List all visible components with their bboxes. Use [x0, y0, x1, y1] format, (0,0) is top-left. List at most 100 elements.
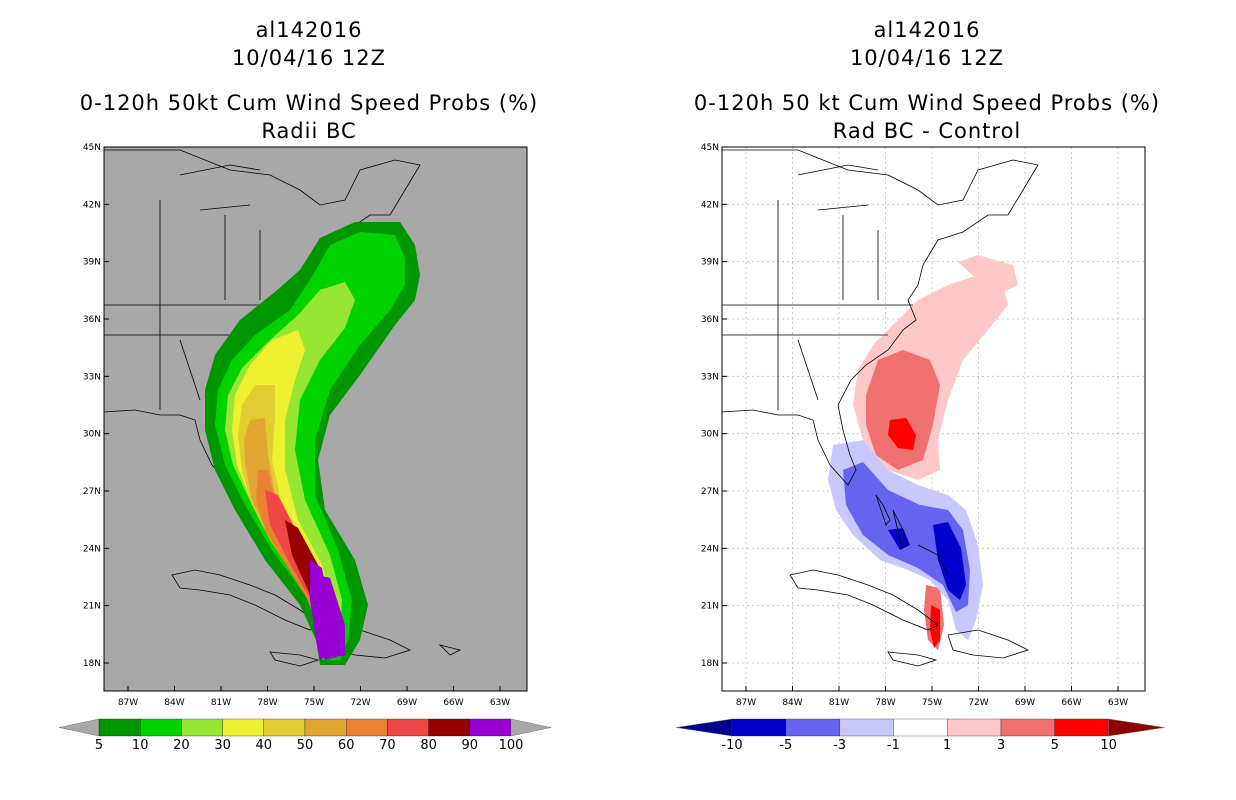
colorbar-label: -1	[887, 738, 900, 753]
lon-label: 84W	[782, 698, 802, 708]
lon-label: 87W	[118, 698, 138, 708]
lat-label: 27N	[83, 487, 101, 497]
lon-label: 63W	[490, 698, 510, 708]
colorbar-label: 10	[1100, 738, 1117, 753]
colorbar-swatch	[222, 718, 264, 737]
probability-difference-contours	[828, 255, 1018, 650]
colorbar-label: 3	[997, 738, 1005, 753]
left-colorbar: 5 10 20 30 40 50 60 70 80 90 100	[58, 718, 552, 753]
lon-label: 72W	[968, 698, 988, 708]
axis-ticks: 45N 42N 39N 36N 33N 30N 27N 24N 21N 18N 87W 84W 81W 7…	[83, 143, 510, 708]
lon-label: 78W	[257, 698, 277, 708]
lon-label: 66W	[1061, 698, 1081, 708]
colorbar-label: 50	[297, 738, 314, 753]
map-title: 0-120h 50kt Cum Wind Speed Probs (%)	[79, 91, 539, 115]
coastline-outlines	[722, 149, 1039, 667]
right-map-panel: al142016 10/04/16 12Z 0-120h 50 kt Cum W…	[618, 0, 1236, 800]
lat-label: 30N	[83, 430, 101, 440]
lat-label: 45N	[701, 143, 719, 153]
colorbar-swatch	[893, 718, 948, 737]
lat-label: 36N	[83, 315, 101, 325]
colorbar-swatch	[785, 718, 840, 737]
colorbar-swatch	[1000, 718, 1055, 737]
lat-label: 42N	[83, 200, 101, 210]
contour-100	[318, 575, 345, 660]
wind-probability-contours	[205, 222, 420, 665]
colorbar-label: 20	[173, 738, 190, 753]
lat-label: 33N	[83, 372, 101, 382]
lat-label: 36N	[701, 315, 719, 325]
left-map-svg: 45N 42N 39N 36N 33N 30N 27N 24N 21N 18N 87W 84W 81W 7…	[58, 143, 552, 753]
lon-label: 69W	[397, 698, 417, 708]
map-frame	[103, 146, 528, 692]
colorbar-high-arrow	[1108, 718, 1165, 737]
contour-10	[215, 232, 405, 660]
map-frame	[721, 146, 1146, 692]
lon-label: 75W	[304, 698, 324, 708]
lat-label: 45N	[83, 143, 101, 153]
lat-label: 18N	[701, 659, 719, 669]
colorbar-label: -10	[721, 738, 742, 753]
colorbar-high-arrow	[510, 718, 552, 737]
colorbar-swatch	[181, 718, 223, 737]
colorbar-swatch	[140, 718, 182, 737]
lat-label: 18N	[83, 659, 101, 669]
colorbar-label: 5	[1051, 738, 1059, 753]
lon-label: 63W	[1108, 698, 1128, 708]
lon-label: 66W	[443, 698, 463, 708]
storm-id: al142016	[873, 18, 981, 42]
colorbar-label: 60	[338, 738, 355, 753]
colorbar-label: -3	[833, 738, 846, 753]
map-subtitle: Rad BC - Control	[832, 119, 1022, 143]
lon-label: 72W	[350, 698, 370, 708]
lon-label: 75W	[922, 698, 942, 708]
colorbar-low-arrow	[675, 718, 733, 737]
right-colorbar: -10 -5 -3 -1 1 3 5 10	[675, 718, 1165, 753]
diff-plus-5	[888, 418, 916, 450]
axis-ticks: 45N 42N 39N 36N 33N 30N 27N 24N 21N 18N 87W 84W 81W 7…	[701, 143, 1128, 708]
colorbar-low-arrow	[58, 718, 100, 737]
lat-label: 21N	[83, 602, 101, 612]
right-map-svg: 45N 42N 39N 36N 33N 30N 27N 24N 21N 18N 87W 84W 81W 7…	[675, 143, 1165, 753]
lat-label: 39N	[701, 258, 719, 268]
left-map-panel: al142016 10/04/16 12Z 0-120h 50kt Cum Wi…	[58, 18, 552, 753]
colorbar-label: 10	[132, 738, 149, 753]
colorbar-label: 70	[379, 738, 396, 753]
colorbar-label: 5	[95, 738, 103, 753]
colorbar-label: 100	[499, 738, 524, 753]
diff-plus-1-ne	[958, 255, 1018, 292]
lat-label: 33N	[701, 372, 719, 382]
lat-label: 24N	[701, 544, 719, 554]
colorbar-swatch	[346, 718, 388, 737]
forecast-date: 10/04/16 12Z	[231, 46, 387, 70]
colorbar-swatch	[469, 718, 512, 737]
diff-minus-5	[933, 522, 966, 600]
lat-label: 21N	[701, 602, 719, 612]
forecast-date: 10/04/16 12Z	[849, 46, 1005, 70]
map-title: 0-120h 50 kt Cum Wind Speed Probs (%)	[693, 91, 1161, 115]
lon-label: 84W	[164, 698, 184, 708]
lat-label: 30N	[701, 430, 719, 440]
lon-label: 78W	[875, 698, 895, 708]
colorbar-swatch	[1054, 718, 1109, 737]
colorbar-label: 1	[943, 738, 951, 753]
colorbar-swatch	[731, 718, 786, 737]
colorbar-label: 80	[420, 738, 437, 753]
lon-label: 87W	[736, 698, 756, 708]
colorbar-label: 90	[462, 738, 479, 753]
colorbar-swatch	[387, 718, 429, 737]
colorbar-swatch	[839, 718, 894, 737]
colorbar-swatch	[263, 718, 306, 737]
lon-label: 69W	[1015, 698, 1035, 708]
lon-label: 81W	[829, 698, 849, 708]
storm-id: al142016	[255, 18, 363, 42]
colorbar-label: 30	[214, 738, 231, 753]
diff-plus-3	[866, 350, 940, 470]
colorbar-swatch	[304, 718, 347, 737]
lon-label: 81W	[211, 698, 231, 708]
colorbar-swatch	[98, 718, 141, 737]
lat-label: 27N	[701, 487, 719, 497]
lat-label: 42N	[701, 200, 719, 210]
colorbar-label: -5	[779, 738, 792, 753]
colorbar-swatch	[428, 718, 470, 737]
